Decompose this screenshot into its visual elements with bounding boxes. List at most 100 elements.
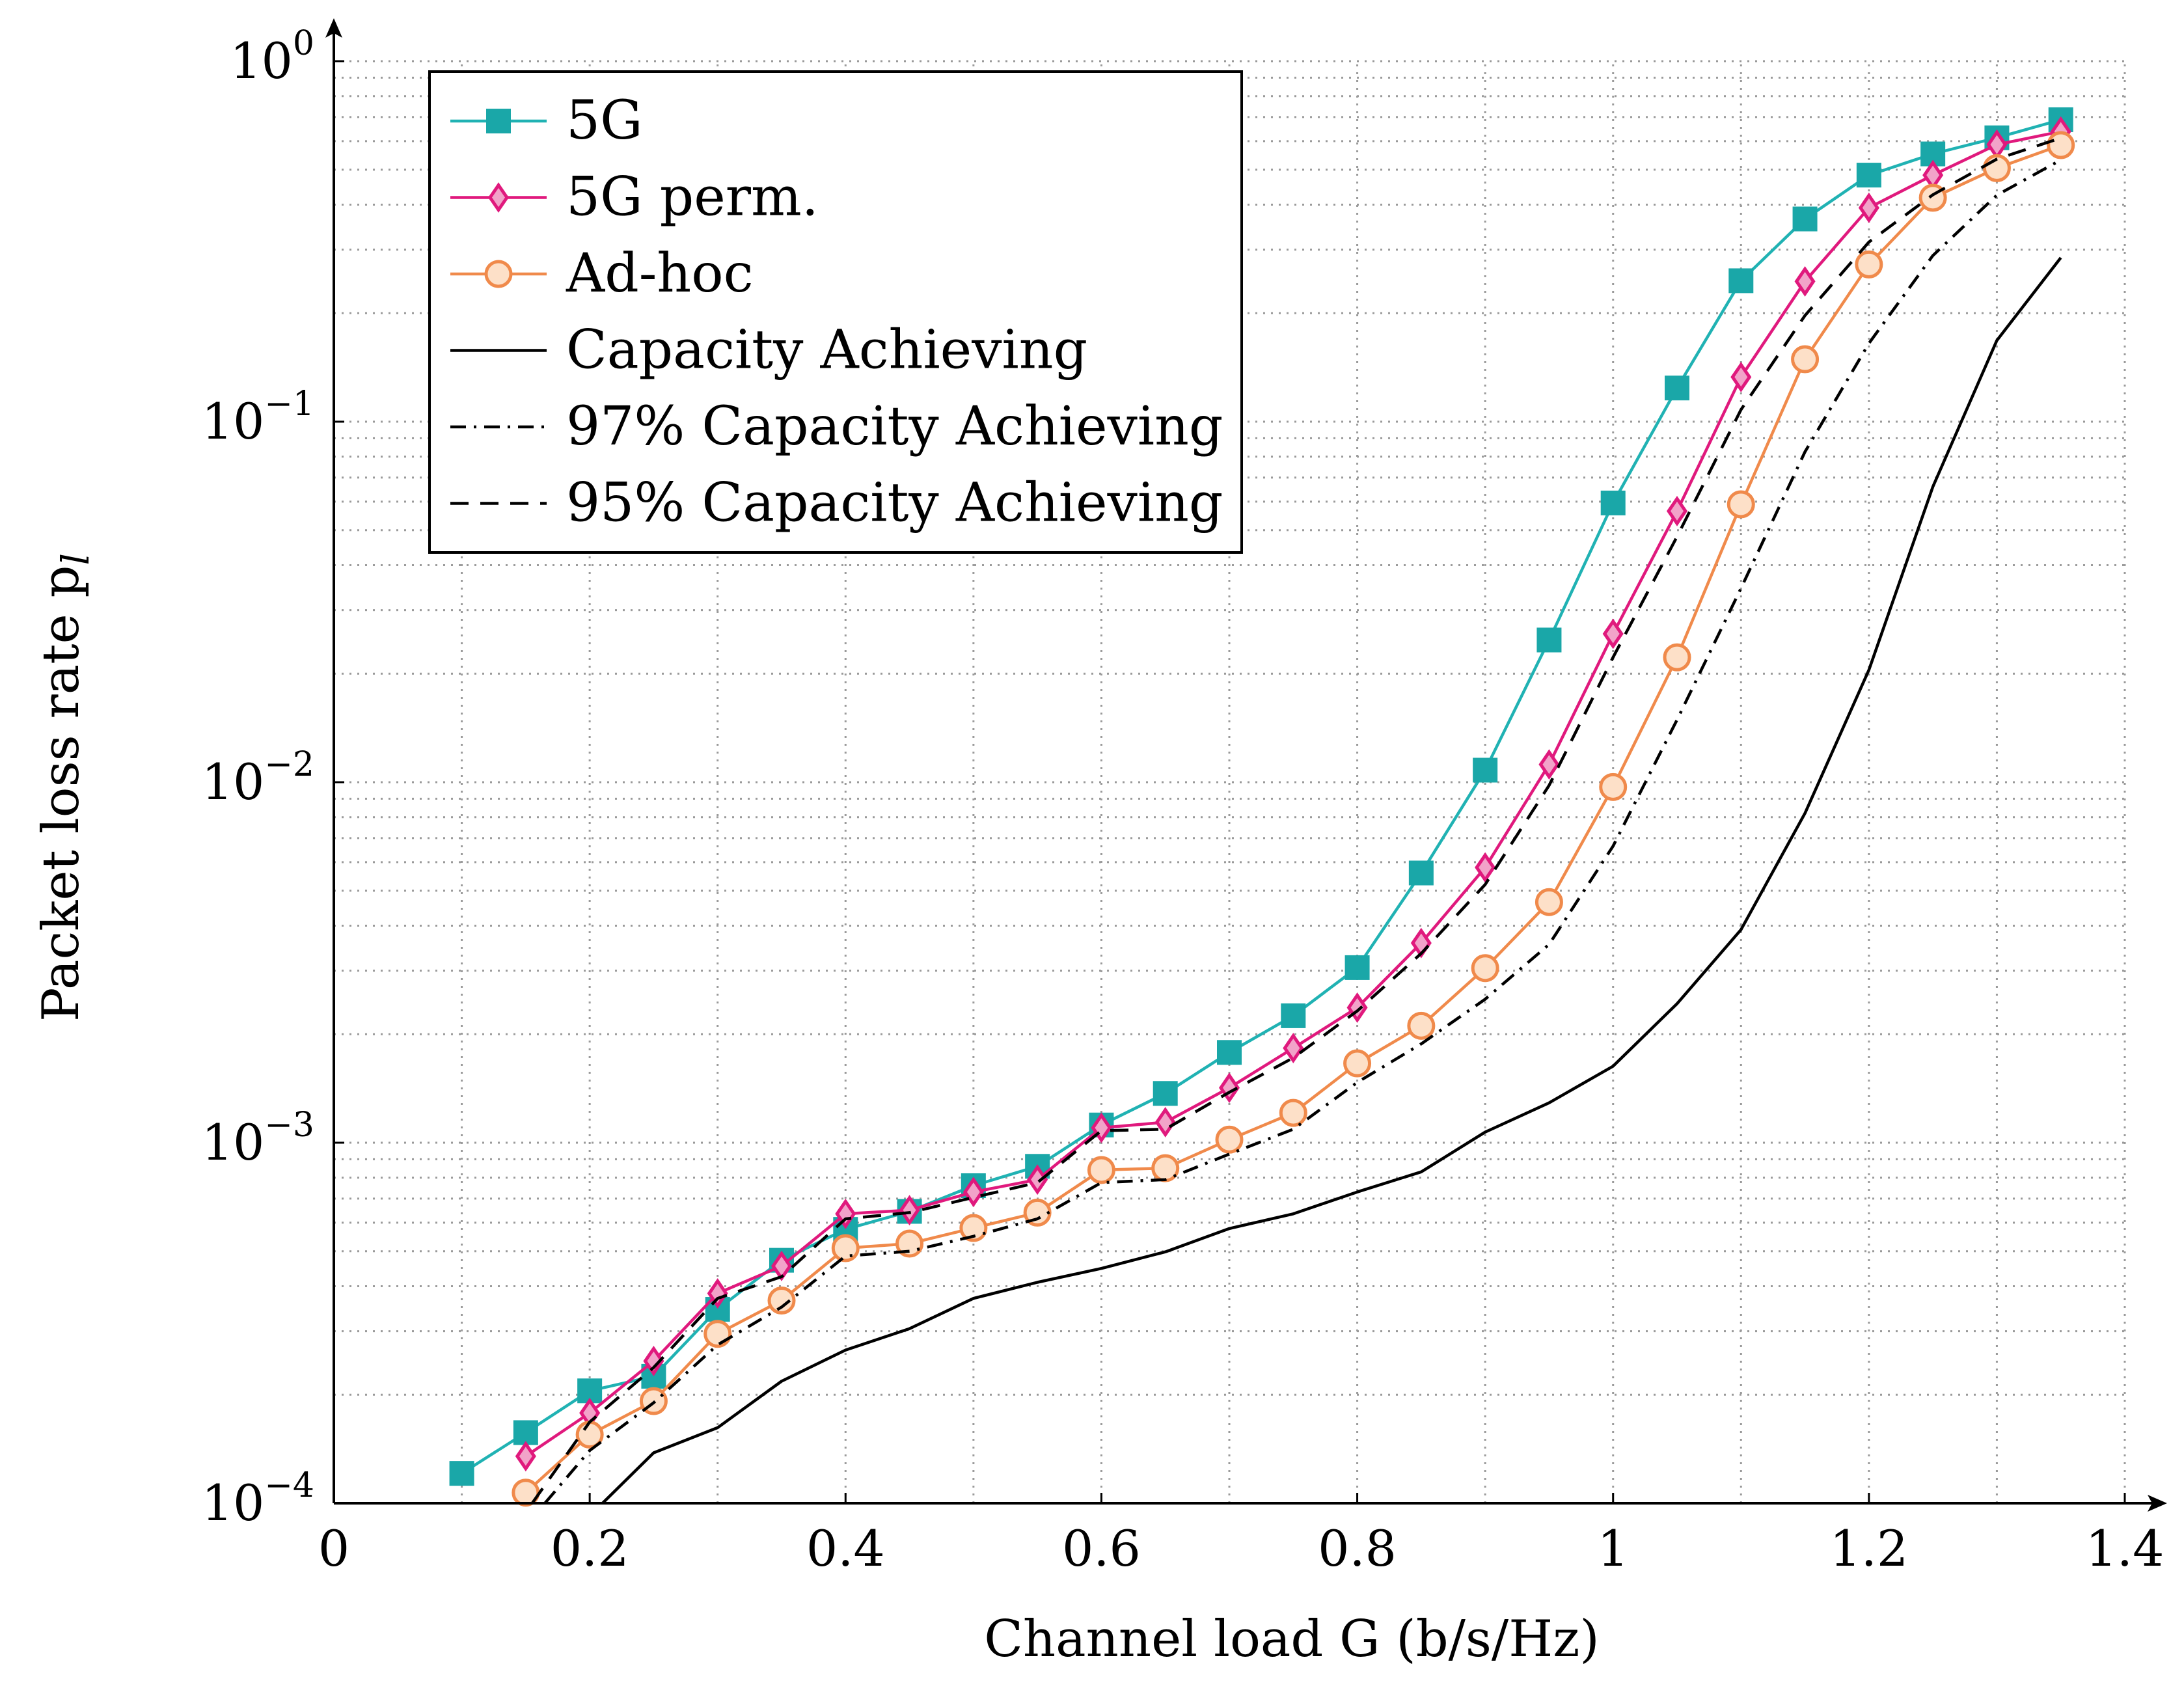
data-point-5g (1281, 1003, 1306, 1028)
x-tick-label: 0.4 (806, 1520, 885, 1577)
y-tick-base: 10 (202, 1474, 265, 1532)
data-point-5g-perm (515, 1441, 536, 1472)
data-point-5g-perm (1730, 361, 1752, 392)
data-point-ad-hoc (703, 1320, 732, 1348)
x-tick-label: 0.6 (1062, 1520, 1141, 1577)
data-point-5g (1217, 1040, 1242, 1065)
axes (325, 18, 2167, 1512)
data-point-ad-hoc (959, 1214, 988, 1242)
data-point-5g-perm (835, 1198, 856, 1229)
y-tick-exponent: −2 (264, 745, 314, 784)
legend-marker-ad-hoc (484, 260, 513, 288)
data-point-5g (1153, 1081, 1178, 1106)
data-point-5g (449, 1461, 474, 1486)
data-point-ad-hoc (895, 1229, 924, 1258)
y-tick-base: 10 (202, 1113, 265, 1171)
data-point-ad-hoc (1215, 1125, 1244, 1154)
y-axis-arrow (325, 18, 342, 38)
y-tick-exponent: −4 (264, 1466, 314, 1505)
series-capacity-achieving (601, 256, 2062, 1505)
x-tick-label: 0 (318, 1520, 349, 1577)
series-ad-hoc (512, 131, 2075, 1507)
series-5g-perm (515, 116, 2071, 1472)
legend-marker-5g (486, 109, 511, 133)
x-tick-label: 1 (1598, 1520, 1629, 1577)
legend-label-capacity-achieving: Capacity Achieving (566, 320, 1087, 381)
series-line-capacity-achieving (601, 256, 2062, 1505)
legend-label-97-capacity-achieving: 97% Capacity Achieving (566, 396, 1223, 457)
data-point-5g-perm (1027, 1164, 1048, 1195)
y-axis-label: Packet loss rate pl (32, 553, 98, 1022)
data-point-ad-hoc (1279, 1098, 1307, 1127)
data-point-ad-hoc (831, 1234, 860, 1262)
legend-item-ad-hoc: Ad-hoc (450, 243, 754, 305)
data-point-5g (1665, 375, 1689, 401)
y-axis-label-main: Packet loss rate p (32, 566, 90, 1022)
legend-label-95-capacity-achieving: 95% Capacity Achieving (566, 472, 1223, 534)
data-point-ad-hoc (1471, 954, 1499, 983)
y-tick-label: 10−1 (202, 385, 314, 450)
data-point-5g-perm (1538, 749, 1560, 780)
data-point-5g-perm (962, 1177, 984, 1208)
series-line-97-capacity-achieving (543, 158, 2062, 1505)
legend-item-95-capacity-achieving: 95% Capacity Achieving (450, 472, 1223, 534)
data-point-ad-hoc (2047, 131, 2075, 159)
x-tick-label: 0.8 (1318, 1520, 1397, 1577)
x-axis-arrow (2148, 1495, 2167, 1512)
y-tick-label: 100 (230, 24, 314, 90)
data-point-5g (1536, 627, 1562, 653)
series-95-capacity-achieving (530, 136, 2062, 1505)
data-point-5g-perm (1346, 992, 1368, 1023)
data-point-5g-perm (1602, 618, 1624, 649)
data-point-5g (513, 1420, 538, 1445)
legend-item-5g: 5G (450, 90, 643, 152)
legend-item-capacity-achieving: Capacity Achieving (450, 320, 1087, 381)
legend-label-5g: 5G (566, 90, 643, 152)
legend-label-5g-perm: 5G perm. (566, 167, 819, 228)
data-point-5g-perm (1154, 1107, 1176, 1138)
series-97-capacity-achieving (543, 158, 2062, 1505)
x-axis-label: Channel load G (b/s/Hz) (984, 1610, 1600, 1669)
legend-marker-5g-perm (487, 182, 510, 213)
x-tick-label: 0.2 (551, 1520, 629, 1577)
data-point-5g-perm (1475, 852, 1496, 883)
data-point-ad-hoc (1023, 1198, 1052, 1227)
y-axis-label-subscript: l (53, 553, 98, 566)
data-point-5g (1792, 206, 1818, 232)
data-point-ad-hoc (1855, 250, 1883, 279)
data-point-ad-hoc (1343, 1049, 1372, 1078)
data-point-ad-hoc (1599, 772, 1628, 801)
data-point-5g (1345, 955, 1370, 980)
legend-item-97-capacity-achieving: 97% Capacity Achieving (450, 396, 1223, 457)
legend-label-ad-hoc: Ad-hoc (566, 243, 754, 305)
data-point-5g-perm (771, 1251, 793, 1281)
series-line-95-capacity-achieving (530, 136, 2062, 1505)
data-point-ad-hoc (1727, 490, 1755, 519)
data-point-5g (1600, 490, 1626, 515)
data-point-5g (1856, 163, 1881, 188)
legend-item-5g-perm: 5G perm. (450, 167, 819, 228)
data-point-ad-hoc (1791, 345, 1820, 374)
data-point-5g-perm (1666, 495, 1688, 526)
y-tick-base: 10 (202, 392, 265, 450)
data-point-ad-hoc (1535, 888, 1563, 916)
data-point-5g (1473, 757, 1498, 783)
data-point-ad-hoc (1407, 1011, 1436, 1040)
data-point-5g-perm (1794, 266, 1816, 297)
y-tick-exponent: 0 (293, 24, 314, 63)
data-point-5g (1408, 860, 1434, 886)
y-tick-label: 10−2 (202, 745, 314, 811)
legend: 5G 5G perm. Ad-hoc Capacity Achieving 97% Ca… (428, 70, 1243, 554)
x-tick-label: 1.4 (2086, 1520, 2164, 1577)
data-point-5g-perm (899, 1195, 920, 1226)
data-point-5g-perm (643, 1346, 664, 1376)
y-tick-exponent: −1 (264, 385, 314, 424)
x-tick-label: 1.2 (1829, 1520, 1908, 1577)
data-point-5g (1728, 268, 1754, 293)
data-point-ad-hoc (767, 1286, 796, 1315)
data-point-ad-hoc (1087, 1156, 1115, 1184)
y-tick-exponent: −3 (264, 1106, 314, 1145)
data-point-5g-perm (707, 1278, 728, 1309)
